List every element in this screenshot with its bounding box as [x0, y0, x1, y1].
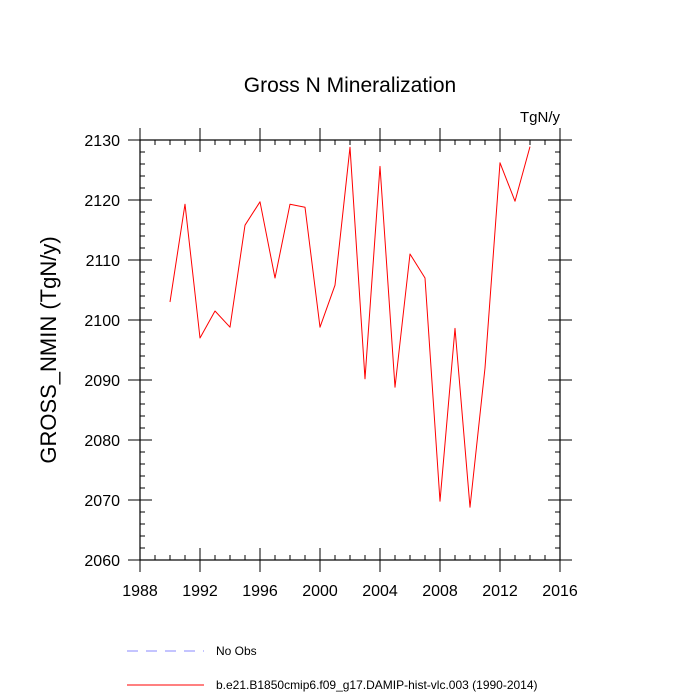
x-tick-label: 1988	[122, 583, 158, 600]
y-tick-label: 2130	[84, 133, 120, 150]
y-tick-label: 2070	[84, 493, 120, 510]
x-tick-label: 2004	[362, 583, 398, 600]
y-ticks	[128, 139, 572, 561]
x-tick-label: 2016	[542, 583, 578, 600]
y-axis-label: GROSS_NMIN (TgN/y)	[36, 236, 61, 463]
y-tick-label: 2090	[84, 373, 120, 390]
y-tick-label: 2060	[84, 553, 120, 570]
legend-label-series: b.e21.B1850cmip6.f09_g17.DAMIP-hist-vlc.…	[216, 678, 538, 692]
y-tick-label: 2110	[86, 253, 121, 270]
y-tick-label: 2080	[84, 433, 120, 450]
y-tick-labels: 2060 2070 2080 2090 2100 2110 2120 2130	[84, 133, 120, 570]
x-tick-label: 2012	[482, 583, 518, 600]
y-tick-label: 2100	[84, 313, 120, 330]
x-tick-label: 1996	[242, 583, 278, 600]
units-label: TgN/y	[520, 109, 561, 126]
legend: No Obs b.e21.B1850cmip6.f09_g17.DAMIP-hi…	[127, 644, 538, 692]
x-tick-label: 2008	[422, 583, 458, 600]
x-tick-labels: 1988 1992 1996 2000 2004 2008 2012 2016	[122, 583, 578, 600]
legend-label-no-obs: No Obs	[216, 644, 257, 658]
x-tick-label: 2000	[302, 583, 338, 600]
series-group	[169, 146, 531, 508]
y-tick-label: 2120	[84, 193, 120, 210]
chart-title: Gross N Mineralization	[244, 74, 456, 97]
x-ticks	[139, 128, 561, 572]
x-tick-label: 1992	[182, 583, 218, 600]
series-line	[169, 146, 531, 508]
